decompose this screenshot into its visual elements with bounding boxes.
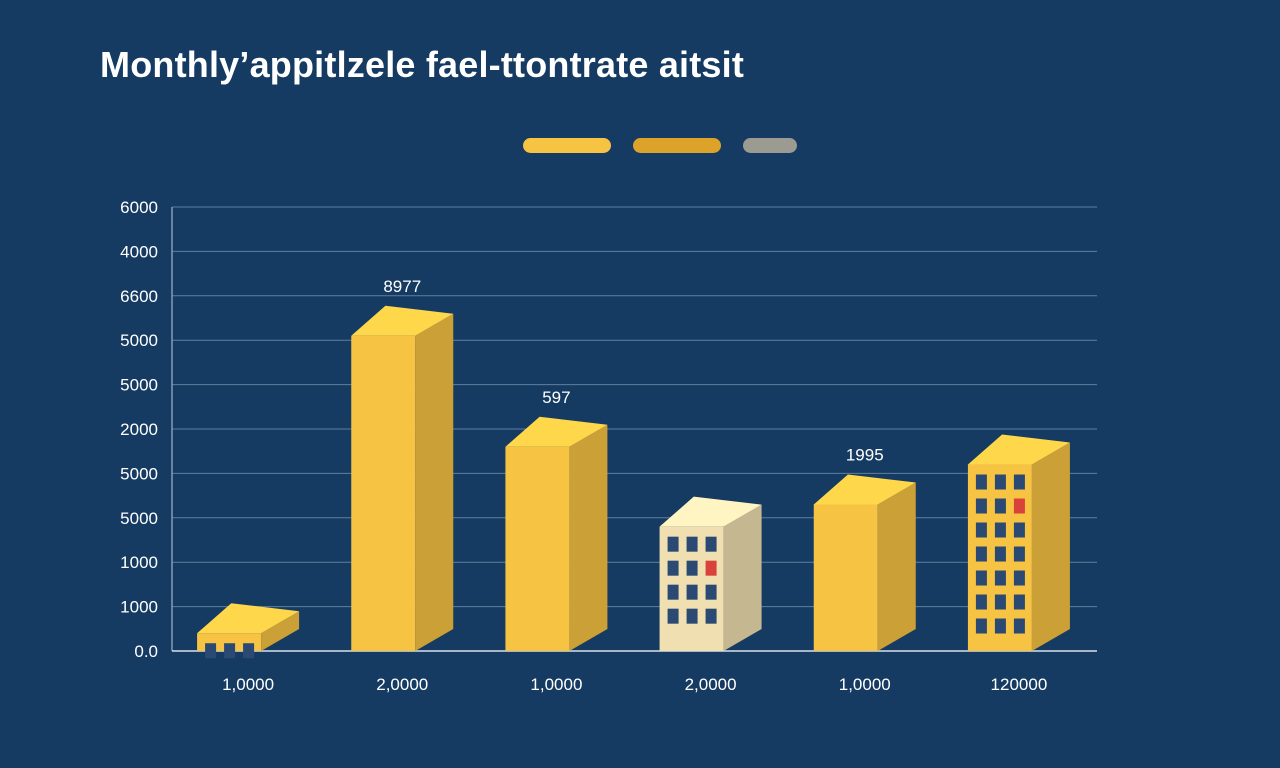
window <box>705 536 717 552</box>
building-bar-6 <box>967 434 1070 651</box>
grid-lines <box>171 206 1097 652</box>
window <box>1013 594 1025 610</box>
bar-3: 597 <box>505 388 608 651</box>
x-tick-label: 120000 <box>991 675 1048 694</box>
y-tick-label: 6600 <box>120 287 158 306</box>
window <box>1013 522 1025 538</box>
bars: 8977 597 1995 <box>197 277 1070 659</box>
window <box>1013 570 1025 586</box>
window <box>1013 498 1025 514</box>
x-tick-label: 2,0000 <box>685 675 737 694</box>
bar-top-face <box>351 305 454 336</box>
window <box>686 584 698 600</box>
bar-side-face <box>723 504 762 651</box>
x-tick-label: 1,0000 <box>530 675 582 694</box>
window <box>686 560 698 576</box>
window <box>975 522 987 538</box>
window <box>1013 618 1025 634</box>
bar-side-face <box>1031 442 1070 651</box>
x-tick-label: 1,0000 <box>839 675 891 694</box>
window <box>975 570 987 586</box>
window <box>994 498 1006 514</box>
y-tick-label: 5000 <box>120 464 158 483</box>
window <box>975 594 987 610</box>
window <box>667 584 679 600</box>
window <box>994 618 1006 634</box>
bar-side-face <box>569 424 608 651</box>
window <box>705 608 717 624</box>
bar-2: 8977 <box>351 277 454 651</box>
window <box>667 608 679 624</box>
window <box>705 560 717 576</box>
chart-title: Monthly’appitlzele fael-ttontrate aitsit <box>100 44 745 85</box>
y-axis-ticks: 0.0 1000 1000 5000 5000 2000 5000 5000 6600 4000 6… <box>120 198 158 661</box>
bar-front-face <box>505 446 570 651</box>
window <box>994 474 1006 490</box>
bar-5: 1995 <box>813 445 916 651</box>
window <box>994 546 1006 562</box>
window <box>975 498 987 514</box>
window <box>243 643 255 659</box>
bar-top-face <box>505 416 608 447</box>
window <box>1013 546 1025 562</box>
data-label: 597 <box>542 388 570 407</box>
y-tick-label: 0.0 <box>134 642 158 661</box>
bar-side-face <box>415 313 454 651</box>
data-label: 8977 <box>383 277 421 296</box>
window <box>975 618 987 634</box>
y-tick-label: 5000 <box>120 376 158 395</box>
y-tick-label: 1000 <box>120 553 158 572</box>
building-bar-1 <box>197 603 300 659</box>
bar-top-face <box>813 474 916 505</box>
bar-front-face <box>813 504 878 651</box>
y-tick-label: 4000 <box>120 242 158 261</box>
legend-swatch-1 <box>523 138 611 153</box>
y-tick-label: 5000 <box>120 331 158 350</box>
legend-swatch-3 <box>743 138 797 153</box>
window <box>667 536 679 552</box>
window <box>1013 474 1025 490</box>
y-tick-label: 2000 <box>120 420 158 439</box>
window <box>686 536 698 552</box>
legend-swatch-2 <box>633 138 721 153</box>
window <box>224 643 236 659</box>
window <box>705 584 717 600</box>
x-axis-ticks: 1,0000 2,0000 1,0000 2,0000 1,0000 120000 <box>222 675 1047 694</box>
y-tick-label: 1000 <box>120 598 158 617</box>
window <box>686 608 698 624</box>
x-tick-label: 2,0000 <box>376 675 428 694</box>
window <box>205 643 217 659</box>
y-tick-label: 6000 <box>120 198 158 217</box>
bar-front-face <box>351 335 416 651</box>
window <box>975 474 987 490</box>
x-tick-label: 1,0000 <box>222 675 274 694</box>
bar-side-face <box>877 482 916 651</box>
building-bar-4 <box>659 496 762 651</box>
data-label: 1995 <box>846 445 884 464</box>
bar-top-face <box>197 603 300 634</box>
y-tick-label: 5000 <box>120 509 158 528</box>
window <box>975 546 987 562</box>
window <box>994 594 1006 610</box>
bar-top-face <box>967 434 1070 465</box>
window <box>667 560 679 576</box>
window <box>994 570 1006 586</box>
window <box>994 522 1006 538</box>
bar-side-face <box>261 611 300 651</box>
bar-top-face <box>659 496 762 527</box>
